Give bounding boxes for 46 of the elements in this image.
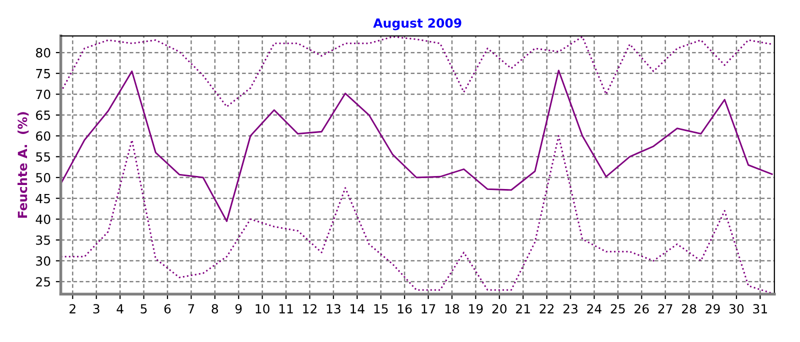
x-tick-label: 29	[706, 304, 720, 314]
x-tick-label: 8	[212, 304, 218, 314]
y-axis-title: Feuchte A. (%)	[18, 112, 29, 218]
y-tick-label: 80	[36, 48, 50, 58]
x-tick-label: 4	[116, 304, 124, 314]
x-tick-label: 12	[303, 304, 316, 314]
y-tick-label: 55	[36, 152, 50, 162]
y-tick-label: 75	[36, 69, 50, 78]
x-tick-label: 9	[235, 304, 242, 314]
x-tick-label: 17	[422, 304, 436, 314]
y-tick-label: 50	[36, 172, 50, 182]
x-tick-label: 5	[140, 304, 147, 314]
y-tick-label: 40	[36, 214, 50, 224]
x-tick-label: 10	[256, 304, 270, 314]
x-tick-label: 13	[326, 304, 340, 314]
x-tick-label: 22	[540, 304, 554, 314]
line-series	[60, 70, 773, 222]
x-tick-label: 20	[492, 304, 507, 314]
x-tick-label: 6	[164, 304, 171, 314]
x-tick-label: 25	[610, 304, 625, 314]
y-tick-label: 60	[36, 131, 50, 141]
x-tick-label: 23	[563, 304, 578, 314]
y-tick-label: 25	[36, 277, 50, 287]
x-tick-label: 21	[516, 304, 530, 314]
x-tick-label: 30	[729, 304, 744, 314]
x-tick-label: 3	[93, 304, 100, 314]
x-tick-label: 31	[753, 304, 767, 314]
x-tick-label: 14	[350, 304, 364, 314]
y-tick-label: 30	[36, 256, 50, 266]
line-series	[60, 135, 773, 294]
x-tick-label: 15	[374, 304, 388, 314]
y-tick-label: 45	[36, 194, 50, 204]
x-tick-label: 11	[279, 304, 293, 314]
x-tick-label: 19	[469, 304, 483, 314]
x-tick-label: 24	[587, 304, 602, 314]
y-tick-label: 35	[36, 235, 50, 245]
y-tick-label: 70	[36, 90, 50, 100]
x-tick-label: 27	[658, 304, 672, 314]
x-tick-label: 18	[445, 304, 460, 314]
x-tick-label: 16	[398, 304, 412, 314]
x-tick-label: 28	[682, 304, 696, 314]
x-tick-label: 7	[188, 304, 194, 314]
x-tick-label: 26	[634, 304, 649, 314]
x-tick-label: 2	[70, 304, 76, 314]
chart-title: August 2009	[373, 18, 462, 30]
y-tick-label: 65	[36, 110, 50, 120]
